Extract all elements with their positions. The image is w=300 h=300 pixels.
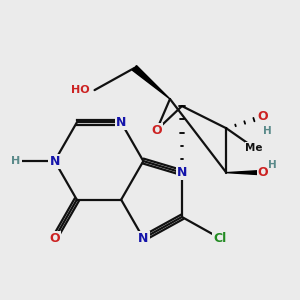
Text: O: O (49, 232, 60, 245)
Text: O: O (151, 124, 162, 136)
Text: H: H (263, 127, 272, 136)
Text: O: O (258, 110, 268, 123)
Text: HO: HO (70, 85, 89, 95)
Text: N: N (138, 232, 148, 245)
Text: N: N (177, 166, 187, 179)
Text: H: H (11, 156, 21, 166)
Polygon shape (132, 66, 170, 99)
Text: O: O (258, 166, 268, 179)
Polygon shape (226, 170, 263, 175)
Text: N: N (116, 116, 126, 129)
Text: N: N (50, 154, 60, 168)
Text: Cl: Cl (214, 232, 227, 245)
Text: Me: Me (245, 143, 263, 153)
Text: H: H (268, 160, 277, 170)
